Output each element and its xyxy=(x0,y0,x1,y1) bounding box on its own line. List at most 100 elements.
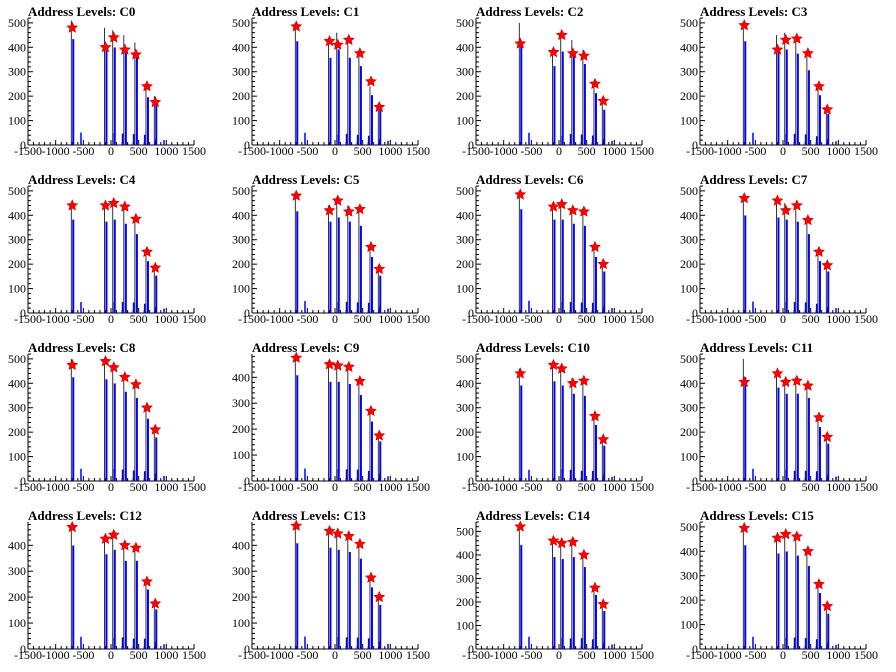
y-tick-label: 400 xyxy=(232,40,250,54)
chart-plot: 0 100 200 300 400 500 -1500 -1000 -500 0 500 1000 15… xyxy=(680,184,878,326)
x-tick-label: -500 xyxy=(296,312,318,326)
bar xyxy=(296,543,299,649)
y-tick-label: 300 xyxy=(456,571,474,585)
peak-marker xyxy=(547,358,560,371)
peak-marker xyxy=(566,204,579,216)
bar-side xyxy=(591,470,594,481)
x-tick-label: -500 xyxy=(296,480,318,494)
peak-marker xyxy=(149,261,162,273)
peak-marker xyxy=(129,48,142,60)
bar xyxy=(370,95,373,145)
chart-plot: 0 100 200 300 400 500 -1500 -1000 -500 0 500 1000 15… xyxy=(456,16,654,158)
peak-marker xyxy=(149,597,162,609)
x-tick-label: 1000 xyxy=(826,312,850,326)
bar-side xyxy=(580,302,583,313)
bar xyxy=(337,381,340,481)
bar xyxy=(520,41,523,146)
chart-title: Address Levels: C3 xyxy=(700,4,808,19)
x-tick-label: 1000 xyxy=(154,312,178,326)
bar xyxy=(105,45,108,145)
peak-marker xyxy=(331,527,344,539)
bar xyxy=(72,219,75,313)
x-tick-label: 500 xyxy=(578,648,596,662)
bar xyxy=(603,109,606,145)
bar-side xyxy=(345,637,348,649)
bar xyxy=(379,604,382,649)
bar-side xyxy=(580,638,583,649)
bar-side xyxy=(367,470,370,481)
bar xyxy=(827,613,830,649)
x-tick-label: 0 xyxy=(556,144,562,158)
x-tick-label: 500 xyxy=(354,648,372,662)
bar-side xyxy=(121,469,124,481)
bar-side xyxy=(163,308,165,313)
bar-side xyxy=(793,637,796,649)
peak-marker xyxy=(118,539,131,551)
bar xyxy=(553,66,556,145)
y-tick-label: 400 xyxy=(232,538,250,552)
y-tick-label: 300 xyxy=(232,396,250,410)
x-tick-label: 1000 xyxy=(154,480,178,494)
bar xyxy=(379,441,382,481)
bar-side xyxy=(793,470,796,481)
bar-side xyxy=(580,134,583,145)
bar-side xyxy=(143,134,146,145)
peak-marker xyxy=(365,571,377,583)
y-tick-label: 100 xyxy=(232,282,250,296)
x-tick-label: -1500 xyxy=(462,480,490,494)
chart-plot: 0 100 200 300 400 500 -1500 -1000 -500 0 500 1000 15… xyxy=(680,16,878,158)
y-tick-label: 0 xyxy=(692,474,698,488)
bar-side xyxy=(591,639,594,649)
bar xyxy=(105,554,108,649)
bar xyxy=(572,393,575,481)
bar xyxy=(379,275,382,313)
x-tick-label: 1000 xyxy=(826,648,850,662)
bar xyxy=(561,385,564,481)
y-tick-label: 200 xyxy=(680,257,698,271)
bar xyxy=(561,51,564,146)
peak-marker xyxy=(99,41,112,53)
peak-marker xyxy=(555,536,568,549)
y-tick-label: 0 xyxy=(692,138,698,152)
peak-marker xyxy=(373,429,386,441)
peak-marker xyxy=(801,545,814,557)
bar-side xyxy=(132,470,135,481)
bar-side xyxy=(528,469,530,481)
x-tick-label: 0 xyxy=(556,648,562,662)
peak-marker xyxy=(118,370,131,383)
bar xyxy=(744,545,747,649)
x-tick-label: -500 xyxy=(72,312,94,326)
bar-side xyxy=(815,471,818,481)
peak-marker xyxy=(566,47,579,59)
peak-marker xyxy=(331,194,344,206)
peak-marker xyxy=(107,528,120,541)
peak-marker xyxy=(813,578,825,590)
peak-marker xyxy=(342,33,355,46)
bar xyxy=(359,558,362,649)
x-tick-label: 1500 xyxy=(182,480,206,494)
peak-marker xyxy=(365,404,377,417)
bar xyxy=(370,421,373,481)
bar-side xyxy=(611,644,613,649)
y-tick-label: 400 xyxy=(8,40,26,54)
peak-marker xyxy=(547,534,560,546)
y-tick-label: 300 xyxy=(8,401,26,415)
x-tick-label: -1000 xyxy=(490,648,518,662)
y-tick-label: 500 xyxy=(456,352,474,366)
peak-marker xyxy=(66,520,79,533)
bar-side xyxy=(387,476,389,481)
y-tick-label: 400 xyxy=(232,208,250,222)
y-tick-label: 100 xyxy=(456,282,474,296)
bar xyxy=(785,49,788,145)
bar-side xyxy=(793,302,796,313)
bar xyxy=(807,565,810,649)
bar-side xyxy=(528,300,530,313)
y-tick-label: 200 xyxy=(456,595,474,609)
x-tick-label: -1500 xyxy=(14,648,42,662)
y-tick-label: 300 xyxy=(680,401,698,415)
x-tick-label: 1500 xyxy=(630,144,654,158)
bar xyxy=(135,560,138,649)
bar xyxy=(553,219,556,313)
peak-marker xyxy=(141,575,153,587)
chart-panel-6: Address Levels: C6 0 100 200 300 400 500 -1500-… xyxy=(448,168,672,336)
